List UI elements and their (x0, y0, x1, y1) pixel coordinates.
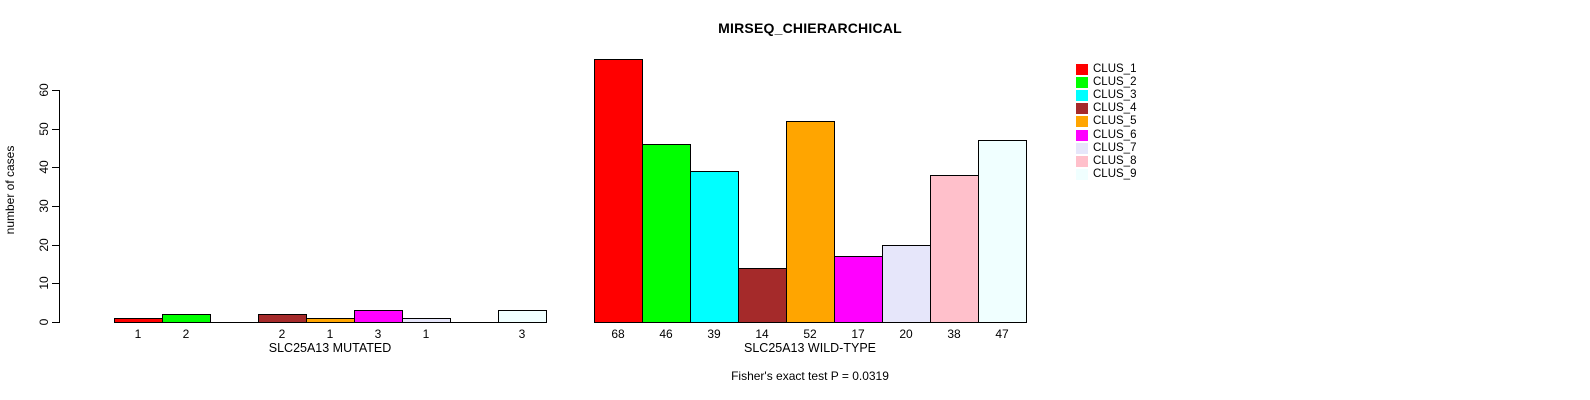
x-axis-group-label-wildtype: SLC25A13 WILD-TYPE (744, 341, 876, 355)
legend-item: CLUS_5 (1076, 115, 1136, 128)
bar-value-label: 1 (134, 327, 142, 341)
bar-value-label: 2 (278, 327, 286, 341)
y-tick (52, 322, 60, 323)
legend-swatch (1076, 90, 1088, 102)
legend-label: CLUS_5 (1093, 115, 1137, 128)
legend-label: CLUS_7 (1093, 141, 1137, 154)
bar-value-label: 52 (803, 327, 817, 341)
bar-value-label: 38 (947, 327, 961, 341)
legend-swatch (1076, 129, 1088, 141)
bar (882, 245, 931, 323)
bar (594, 59, 643, 323)
y-tick (52, 206, 60, 207)
bar-value-label: 39 (707, 327, 721, 341)
legend-label: CLUS_4 (1093, 102, 1137, 115)
bar (402, 318, 451, 323)
x-axis-group-label-mutated: SLC25A13 MUTATED (268, 341, 392, 355)
legend-item: CLUS_2 (1076, 76, 1136, 89)
bar-value-label: 46 (659, 327, 673, 341)
bar (834, 256, 883, 323)
y-tick-label: 10 (37, 276, 51, 290)
legend-label: CLUS_9 (1093, 167, 1137, 180)
bar (258, 314, 307, 323)
legend-label: CLUS_6 (1093, 128, 1137, 141)
legend-item: CLUS_8 (1076, 155, 1136, 168)
bar-value-label: 17 (851, 327, 865, 341)
legend-swatch (1076, 168, 1088, 180)
bar-value-label: 1 (422, 327, 430, 341)
legend-swatch (1076, 77, 1088, 89)
y-tick-label: 0 (37, 318, 51, 326)
legend-item: CLUS_7 (1076, 142, 1136, 155)
bar-value-label: 2 (182, 327, 190, 341)
bar-value-label: 20 (899, 327, 913, 341)
y-tick (52, 129, 60, 130)
y-tick-label: 30 (37, 199, 51, 213)
legend-swatch (1076, 155, 1088, 167)
y-tick-label: 60 (37, 83, 51, 97)
bar (786, 121, 835, 323)
bar (498, 310, 547, 323)
bar-value-label: 1 (326, 327, 334, 341)
bar (738, 268, 787, 323)
legend-item: CLUS_9 (1076, 168, 1136, 181)
legend-swatch (1076, 142, 1088, 154)
legend-item: CLUS_4 (1076, 102, 1136, 115)
bar (642, 144, 691, 323)
legend-label: CLUS_2 (1093, 76, 1137, 89)
legend-swatch (1076, 64, 1088, 76)
legend: CLUS_1 CLUS_2 CLUS_3 CLUS_4 CLUS_5 CLUS_6 CLUS… (1076, 63, 1136, 181)
bar (306, 318, 355, 323)
bar (690, 171, 739, 323)
bar-value-label: 47 (995, 327, 1009, 341)
y-tick (52, 167, 60, 168)
y-tick (52, 283, 60, 284)
bar-value-label: 3 (374, 327, 382, 341)
bar (354, 310, 403, 323)
y-tick-label: 20 (37, 238, 51, 252)
bar-value-label: 14 (755, 327, 769, 341)
bar (114, 318, 163, 323)
bar-value-label: 3 (518, 327, 526, 341)
legend-item: CLUS_6 (1076, 128, 1136, 141)
footnote: Fisher's exact test P = 0.0319 (731, 369, 889, 383)
legend-swatch (1076, 116, 1088, 128)
bar (162, 314, 211, 323)
y-tick-label: 50 (37, 122, 51, 136)
legend-label: CLUS_8 (1093, 154, 1137, 167)
legend-item: CLUS_1 (1076, 63, 1136, 76)
bar-value-label: 68 (611, 327, 625, 341)
y-tick-label: 40 (37, 160, 51, 174)
chart-title: MIRSEQ_CHIERARCHICAL (718, 20, 902, 36)
legend-swatch (1076, 103, 1088, 115)
y-tick (52, 90, 60, 91)
bar (930, 175, 979, 323)
bar (978, 140, 1027, 323)
legend-label: CLUS_1 (1093, 63, 1137, 76)
y-tick (52, 245, 60, 246)
legend-item: CLUS_3 (1076, 89, 1136, 102)
legend-label: CLUS_3 (1093, 89, 1137, 102)
